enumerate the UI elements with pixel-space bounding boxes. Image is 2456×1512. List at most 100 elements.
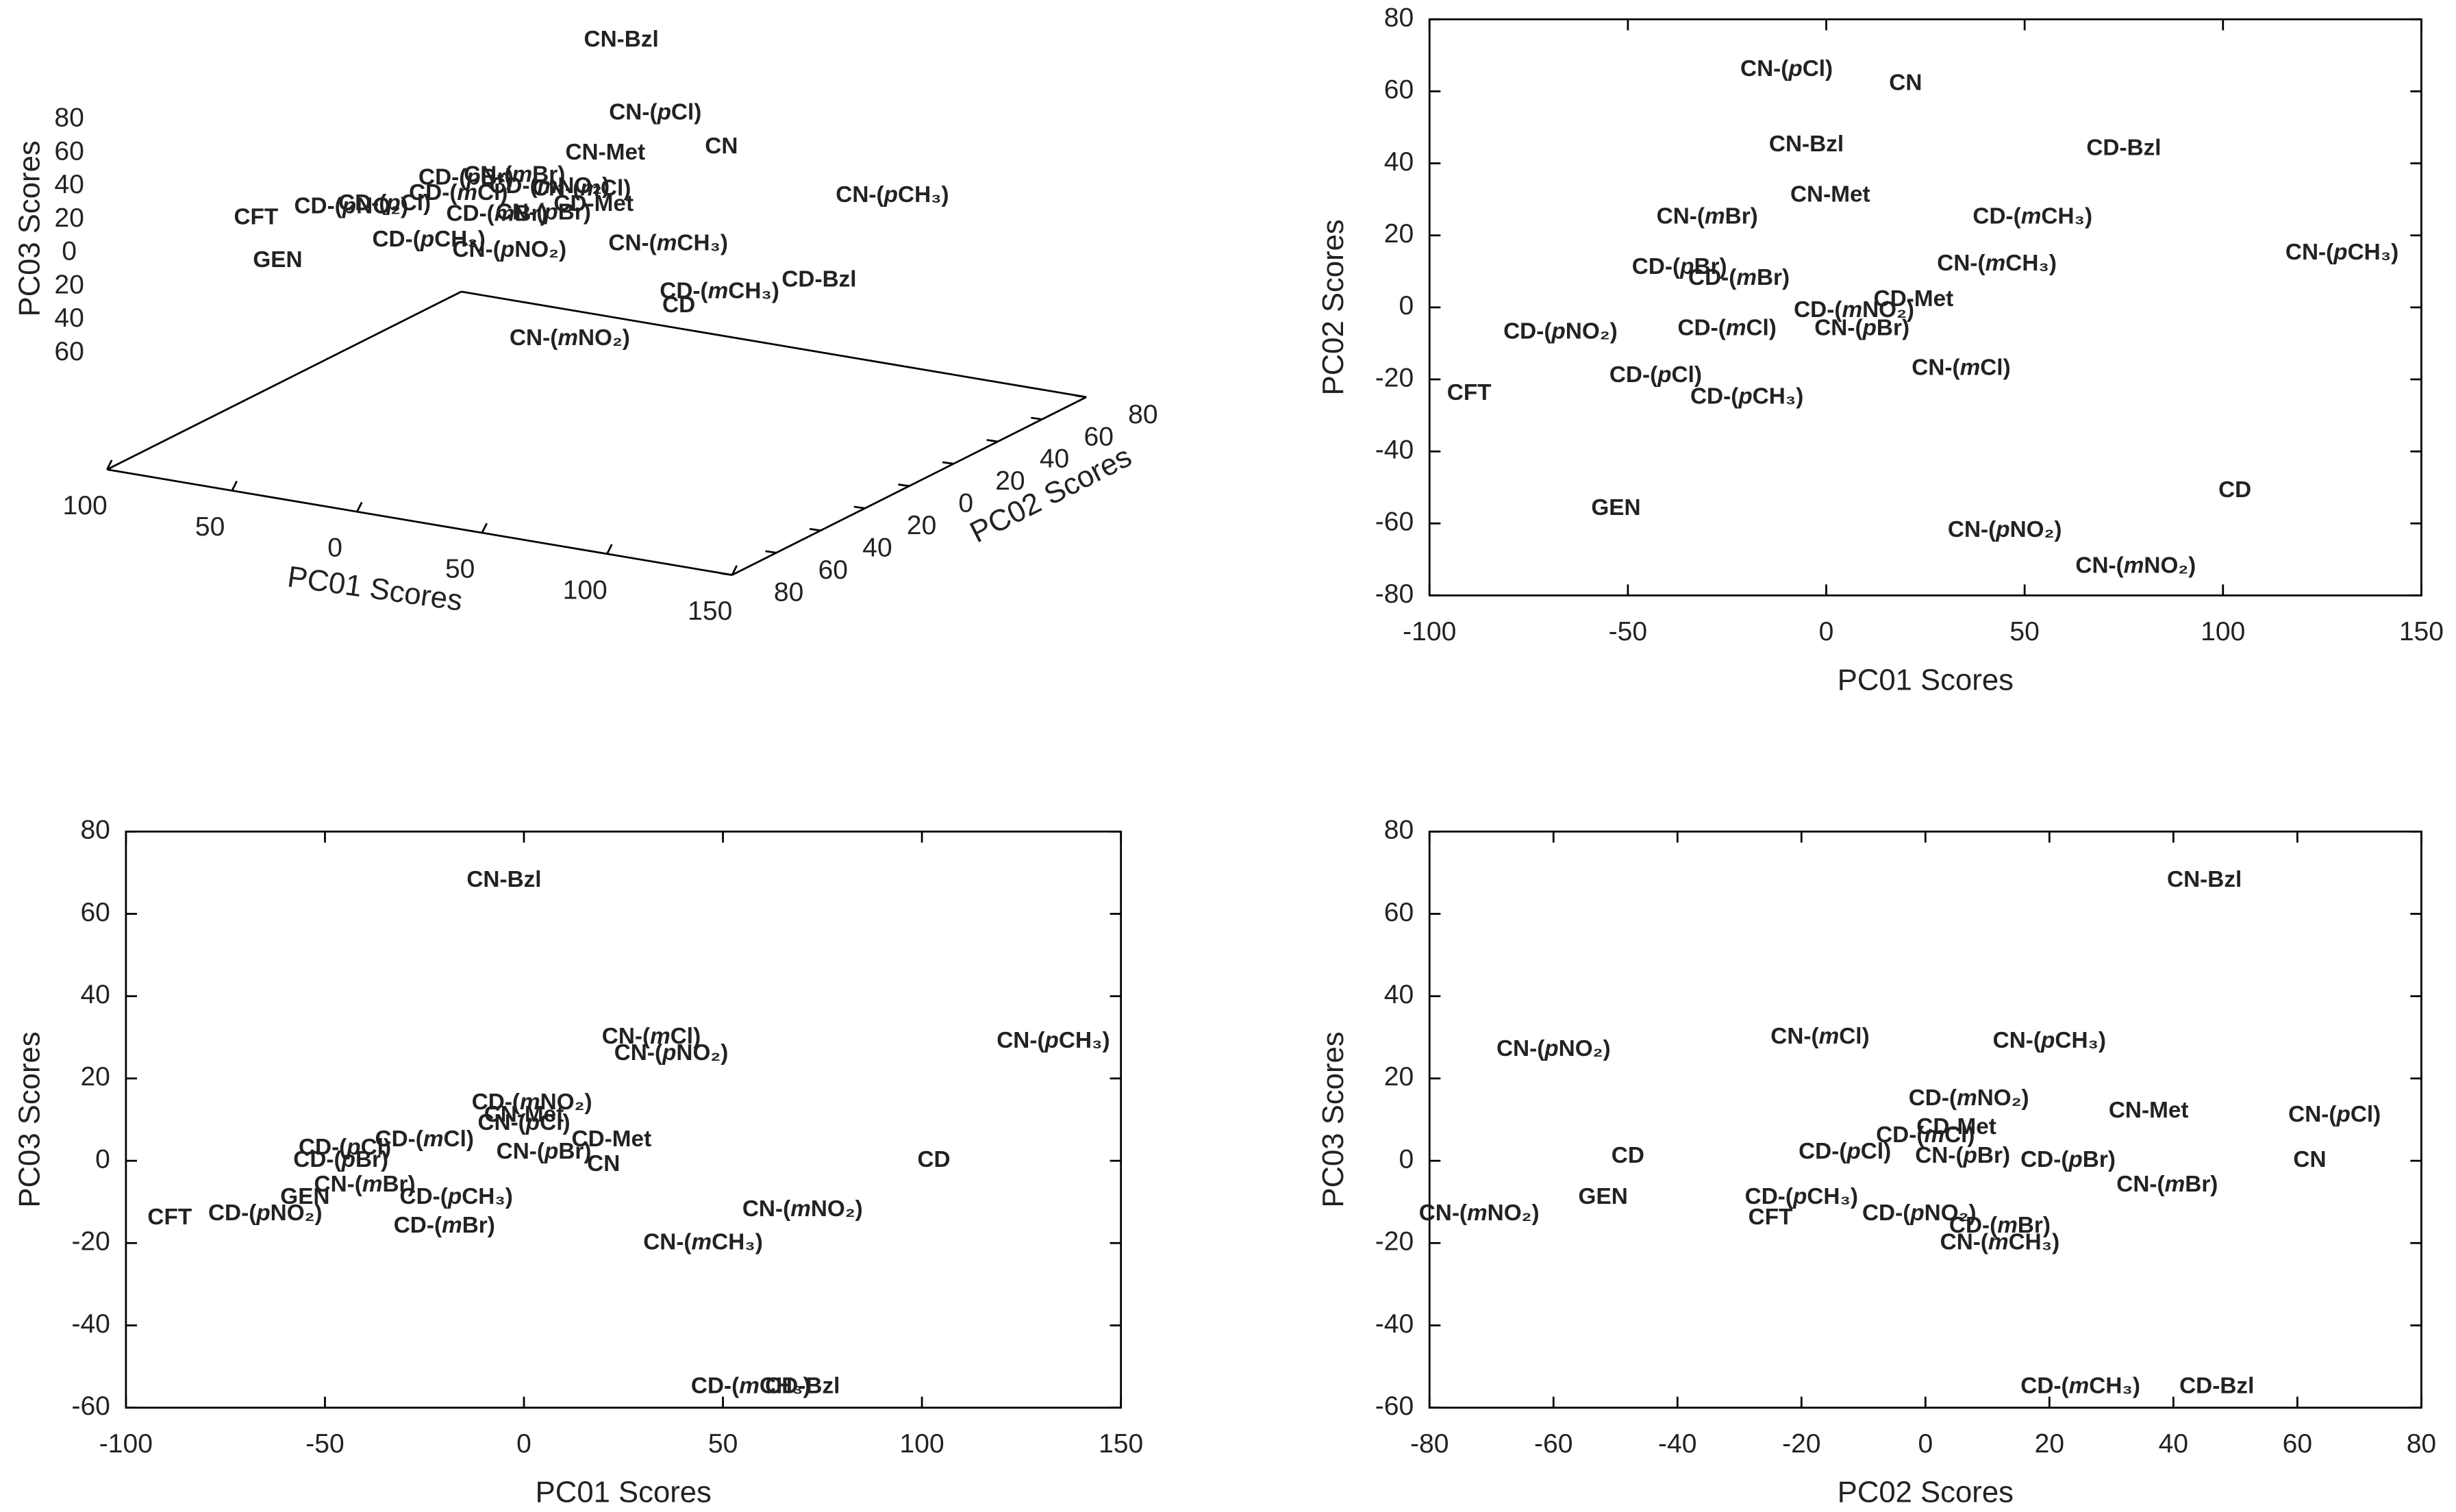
point-label: CD: [1612, 1143, 1644, 1168]
point-label: CFT: [1749, 1205, 1793, 1230]
x-tick-label: 50: [445, 555, 475, 584]
point-label: CN-(pNO₂): [452, 237, 566, 262]
point-label: CFT: [147, 1205, 192, 1230]
point-label: GEN: [280, 1184, 329, 1209]
y-tick-mark: [898, 483, 910, 488]
y-axis-title: PC03 Scores: [13, 1031, 47, 1207]
x-tick-label: 50: [195, 512, 225, 542]
point-label: CN-(pBr): [1915, 1143, 2010, 1168]
y-tick-label: 40: [1384, 980, 1414, 1009]
point-label: CN-(pBr): [1814, 315, 1909, 340]
point-label: CN-(mCH₃): [1937, 251, 2057, 276]
point-label: CD-(mBr): [1688, 265, 1790, 290]
point-label: CN-(pCl): [2288, 1102, 2381, 1127]
point-label: CN: [705, 134, 738, 159]
x-tick-label: 40: [2159, 1429, 2188, 1459]
x-axis-title: PC01 Scores: [1838, 663, 2014, 696]
y-tick-label: 0: [95, 1144, 110, 1174]
x-tick-label: 100: [63, 491, 108, 520]
floor-edge: [106, 290, 462, 470]
point-label: CN: [2293, 1147, 2326, 1172]
point-label: CN: [587, 1151, 620, 1176]
point-label: CN-(pCl): [1740, 56, 1833, 81]
z-tick-label: 0: [62, 237, 77, 266]
point-label: CD-(pNO₂): [294, 194, 408, 219]
x-axis-title: PC02 Scores: [1838, 1476, 2014, 1509]
point-label: CD-Bzl: [2086, 135, 2161, 160]
x-tick-mark: [231, 481, 238, 492]
y-tick-label: 40: [1384, 147, 1414, 177]
point-label: CD: [917, 1147, 950, 1172]
point-label: CN-(pCH₃): [2285, 240, 2398, 265]
point-label: CD-(mNO₂): [489, 173, 610, 199]
y-tick-label: -20: [1375, 1227, 1414, 1257]
point-label: CD-(mCl): [409, 180, 508, 205]
z-axis-title: PC03 Scores: [13, 140, 47, 316]
y-tick-label: 40: [80, 980, 110, 1009]
point-label: CN-(mBr): [464, 162, 565, 187]
y-tick-label: -80: [1375, 579, 1414, 609]
z-tick-label: 40: [54, 303, 84, 333]
point-label: CN-Bzl: [584, 27, 659, 52]
x-tick-label: 150: [1099, 1429, 1143, 1459]
point-label: CN-(mNO₂): [1419, 1200, 1540, 1226]
point-label: CD-Met: [553, 191, 634, 216]
x-tick-label: -50: [305, 1429, 344, 1459]
point-label: CD-(pBr): [293, 1147, 388, 1172]
point-label: CN-(mBr): [314, 1172, 416, 1197]
point-label: CN-Bzl: [1769, 131, 1844, 157]
point-label: CD-(mNO₂): [1794, 297, 1914, 323]
point-label: CN-(pCl): [477, 1110, 570, 1135]
x-tick-label: -50: [1609, 617, 1647, 646]
z-tick-label: 20: [54, 270, 84, 299]
x-tick-label: 60: [2283, 1429, 2312, 1459]
y-tick-label: -60: [1375, 1391, 1414, 1421]
y-tick-label: 60: [818, 555, 848, 585]
point-label: CN-(mCH₃): [608, 231, 728, 256]
point-label: CD-(mCl): [1876, 1122, 1975, 1148]
y-tick-mark: [809, 528, 821, 532]
x-tick-label: 150: [2399, 617, 2444, 646]
point-label: CFT: [234, 204, 278, 229]
point-label: CN: [1889, 71, 1922, 96]
y-tick-mark: [853, 505, 866, 509]
point-label: CN-(pNO₂): [1948, 517, 2062, 542]
x-tick-label: 150: [688, 596, 732, 626]
point-label: CD-(pCH₃): [1745, 1184, 1858, 1209]
y-tick-label: -40: [1375, 436, 1414, 465]
point-label: CN-(pBr): [496, 199, 591, 225]
point-label: CD-(pCH₃): [372, 227, 485, 252]
point-label: CN-Met: [484, 1102, 564, 1127]
point-label: CD-(mBr): [446, 201, 547, 226]
point-label: CN-(mCl): [532, 175, 631, 201]
x-axis-title: PC01 Scores: [286, 560, 465, 618]
y-tick-label: 40: [1040, 444, 1069, 474]
y-tick-mark: [986, 439, 999, 443]
x-tick-label: -100: [1403, 617, 1456, 646]
point-label: CD-(pCH₃): [1690, 383, 1803, 409]
x-tick-label: 0: [516, 1429, 531, 1459]
point-label: CN-(pCH₃): [836, 182, 949, 207]
y-tick-mark: [942, 461, 954, 465]
point-label: CD: [2218, 477, 2251, 503]
point-label: CN-Bzl: [2167, 867, 2242, 892]
point-label: CN-(mNO₂): [2075, 553, 2196, 578]
point-label: CN-(mBr): [1657, 203, 1758, 229]
point-label: CD-(mBr): [394, 1213, 495, 1238]
plot-frame: [125, 830, 1123, 1409]
z-tick-label: 20: [54, 203, 84, 233]
y-tick-label: -60: [1375, 507, 1414, 537]
point-label: CN-(pBr): [497, 1139, 592, 1164]
y-tick-label: -40: [1375, 1309, 1414, 1339]
x-tick-label: 50: [2009, 617, 2039, 646]
y-tick-mark: [720, 572, 733, 577]
x-tick-label: 100: [2201, 617, 2245, 646]
y-tick-label: 80: [774, 578, 803, 607]
x-tick-label: 0: [327, 533, 342, 563]
y-tick-label: 80: [1384, 816, 1414, 845]
z-tick-label: 40: [54, 170, 84, 199]
x-tick-label: -20: [1782, 1429, 1820, 1459]
y-tick-label: 80: [1384, 3, 1414, 33]
